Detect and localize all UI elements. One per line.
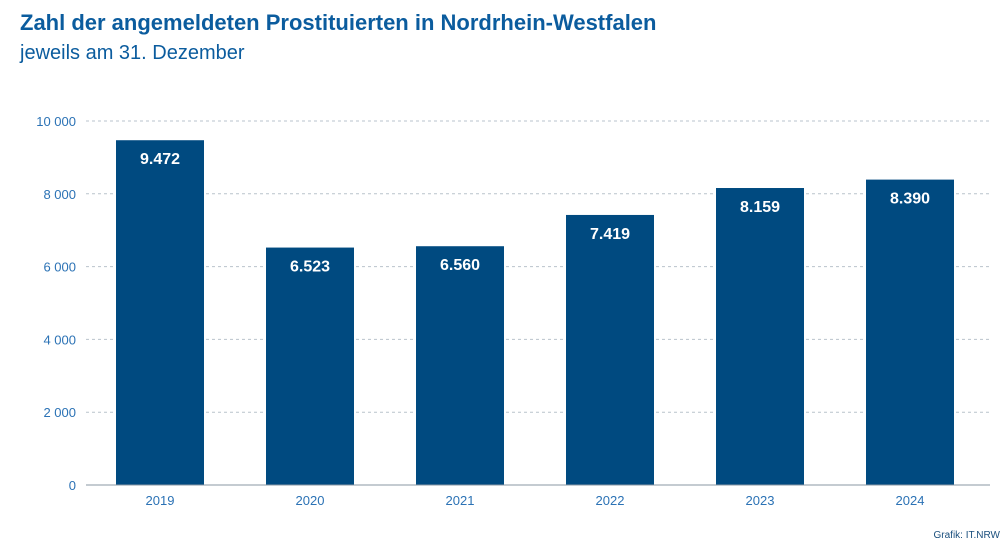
chart-title: Zahl der angemeldeten Prostituierten in … — [20, 10, 657, 35]
y-tick-label: 10 000 — [36, 114, 76, 129]
bar-2019 — [116, 140, 204, 486]
source-credit: Grafik: IT.NRW — [933, 530, 1000, 541]
bar-2024 — [866, 179, 954, 485]
data-label: 7.419 — [590, 226, 630, 243]
y-tick-label: 6 000 — [43, 260, 76, 275]
data-label: 9.472 — [140, 151, 180, 168]
chart-subtitle: jeweils am 31. Dezember — [20, 42, 245, 64]
x-tick-label: 2023 — [746, 493, 775, 508]
data-label: 8.159 — [740, 199, 780, 216]
y-tick-label: 8 000 — [43, 187, 76, 202]
bar-2020 — [266, 247, 354, 485]
data-label: 6.523 — [290, 259, 330, 276]
bar-2023 — [716, 188, 804, 486]
x-tick-label: 2021 — [446, 493, 475, 508]
x-tick-label: 2024 — [896, 493, 925, 508]
x-tick-label: 2020 — [296, 493, 325, 508]
x-tick-label: 2019 — [146, 493, 175, 508]
y-tick-label: 2 000 — [43, 405, 76, 420]
bar-2022 — [566, 214, 654, 485]
data-label: 8.390 — [890, 191, 930, 208]
y-tick-label: 0 — [69, 478, 76, 493]
bar-2021 — [416, 246, 504, 485]
data-label: 6.560 — [440, 257, 480, 274]
x-tick-label: 2022 — [596, 493, 625, 508]
y-tick-label: 4 000 — [43, 332, 76, 347]
